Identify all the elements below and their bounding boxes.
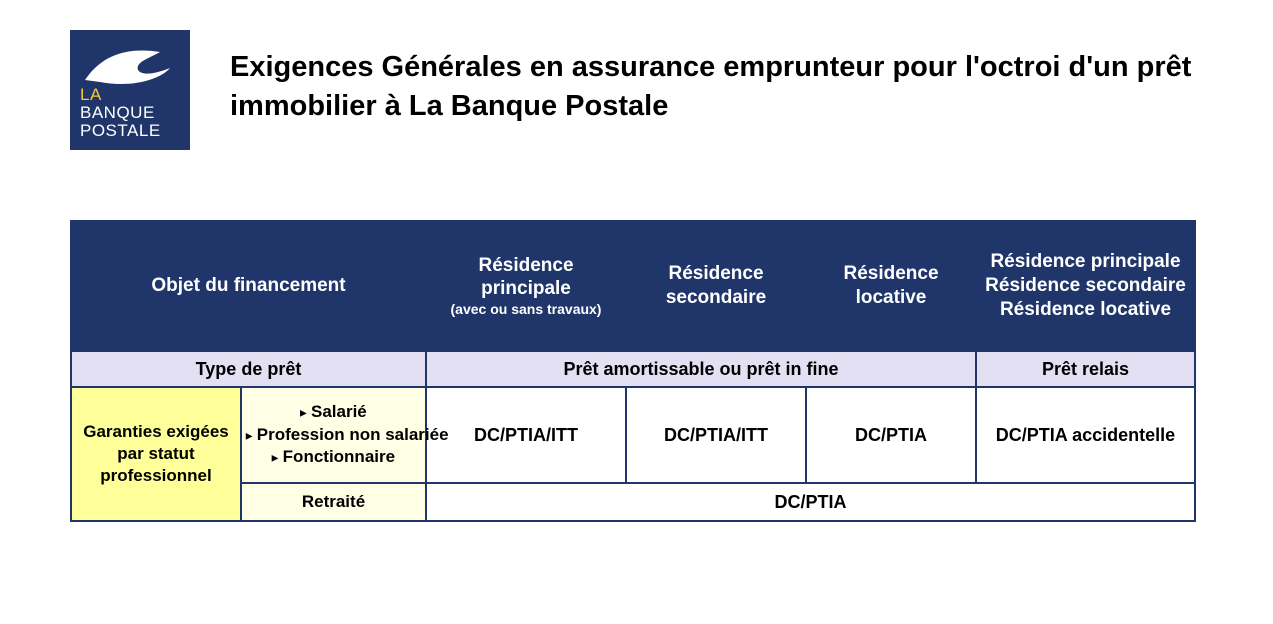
statut-salarie: Salarié [311,402,367,421]
header-col4-l2: Résidence secondaire [985,275,1186,296]
logo-line-3: POSTALE [80,121,161,140]
header-residence-locative: Résidence locative [806,221,976,351]
header-col1-sub: (avec ou sans travaux) [431,301,621,319]
page-title: Exigences Générales en assurance emprunt… [230,30,1203,126]
brand-logo: LA BANQUE POSTALE [70,30,190,150]
header-col4-l3: Résidence locative [1000,299,1171,320]
triangle-icon: ▸ [272,451,278,465]
logo-text: LA BANQUE POSTALE [80,86,180,140]
statut-actif: ▸ Salarié ▸ Profession non salariée ▸ Fo… [241,387,426,483]
statut-profession-non-salariee: Profession non salariée [257,425,449,444]
type-amortissable: Prêt amortissable ou prêt in fine [426,351,976,387]
logo-line-1: LA [80,85,102,104]
type-label: Type de prêt [71,351,426,387]
table-header-row: Objet du financement Résidence principal… [71,221,1195,351]
bird-icon [80,40,180,85]
triangle-icon: ▸ [300,405,306,419]
header: LA BANQUE POSTALE Exigences Générales en… [70,30,1203,150]
val-secondaire: DC/PTIA/ITT [626,387,806,483]
page: LA BANQUE POSTALE Exigences Générales en… [0,0,1273,552]
header-pret-relais: Résidence principale Résidence secondair… [976,221,1195,351]
val-principale: DC/PTIA/ITT [426,387,626,483]
header-col4-l1: Résidence principale [990,251,1180,272]
val-relais: DC/PTIA accidentelle [976,387,1195,483]
header-objet: Objet du financement [71,221,426,351]
table-row-active: Garanties exigées par statut professionn… [71,387,1195,483]
statut-retraite: Retraité [241,483,426,521]
header-residence-secondaire: Résidence secondaire [626,221,806,351]
garanties-label: Garanties exigées par statut professionn… [71,387,241,521]
statut-fonctionnaire: Fonctionnaire [283,447,395,466]
header-residence-principale: Résidence principale (avec ou sans trava… [426,221,626,351]
requirements-table: Objet du financement Résidence principal… [70,220,1196,522]
val-locative: DC/PTIA [806,387,976,483]
triangle-icon: ▸ [246,428,252,442]
logo-line-2: BANQUE [80,103,155,122]
val-retraite: DC/PTIA [426,483,1195,521]
header-col1-main: Résidence principale [478,255,573,300]
table-type-row: Type de prêt Prêt amortissable ou prêt i… [71,351,1195,387]
type-relais: Prêt relais [976,351,1195,387]
